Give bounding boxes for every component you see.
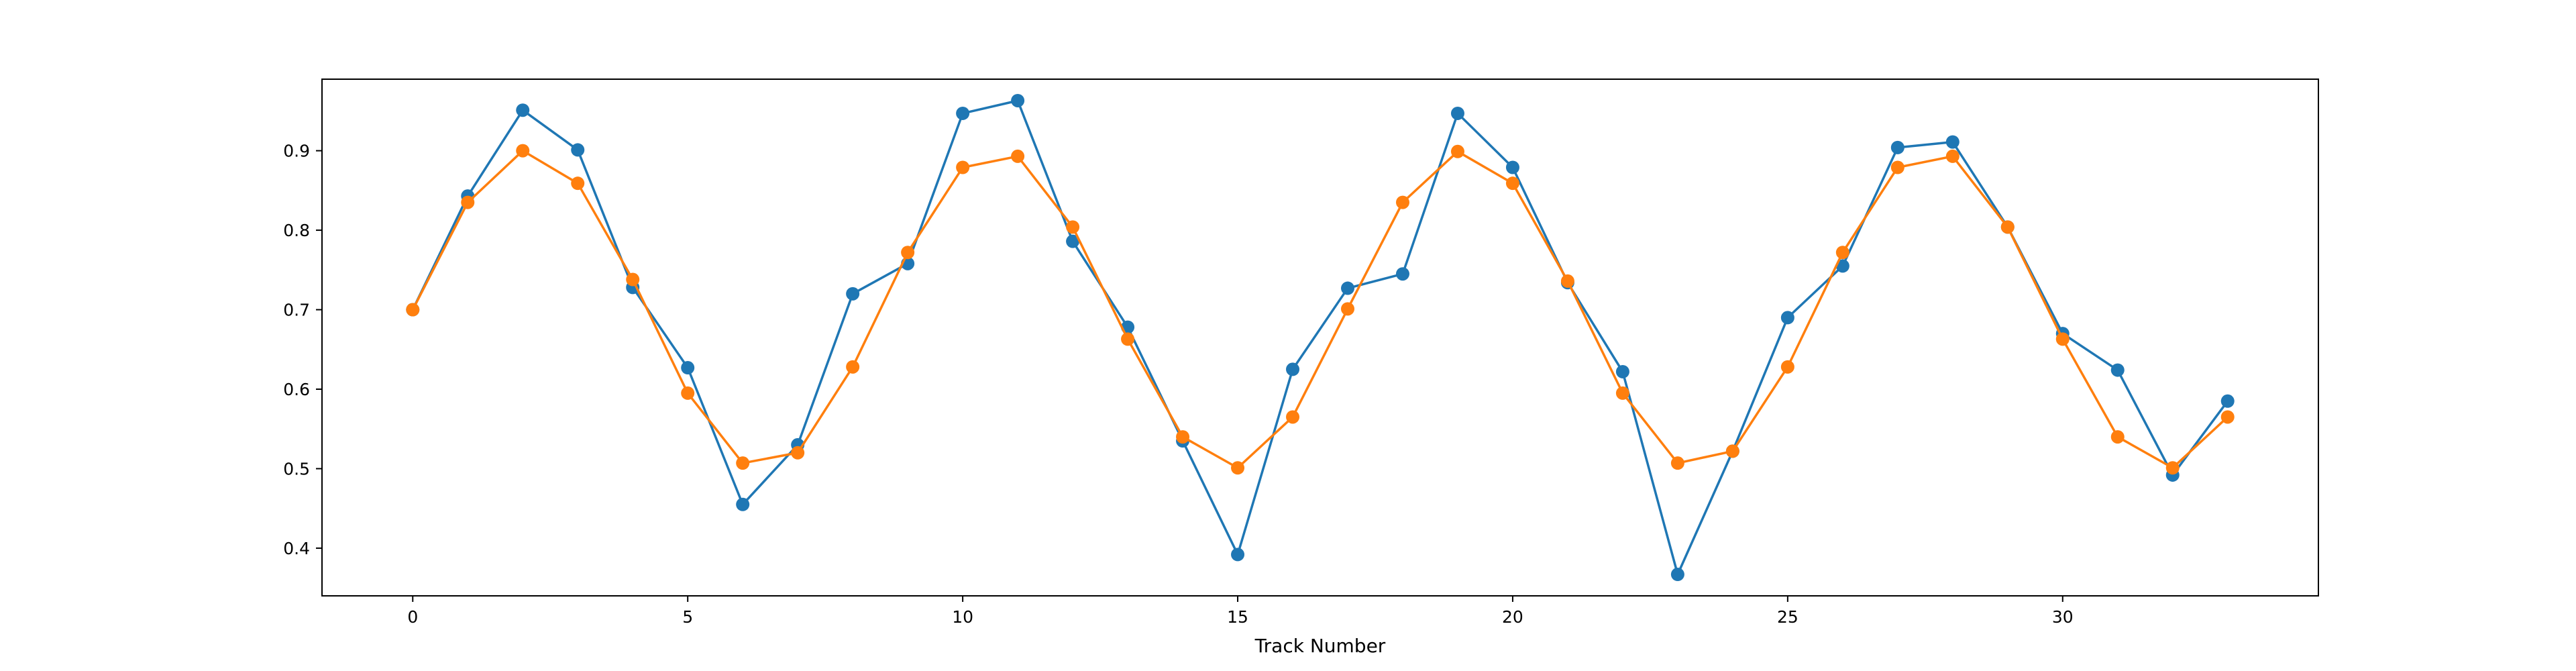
x-tick-label: 0 xyxy=(407,607,418,627)
y-tick-label: 0.8 xyxy=(283,221,310,240)
data-point xyxy=(1450,106,1464,120)
data-point xyxy=(1231,461,1245,475)
data-point xyxy=(956,160,970,174)
y-tick-label: 0.9 xyxy=(283,142,310,161)
y-tick-label: 0.7 xyxy=(283,301,310,320)
data-point xyxy=(1340,281,1354,295)
data-point xyxy=(1395,195,1409,209)
axes-frame xyxy=(321,79,2319,597)
data-point xyxy=(1011,93,1025,107)
x-tick-label: 10 xyxy=(952,607,973,627)
data-point xyxy=(1890,140,1904,154)
data-point xyxy=(1780,311,1794,325)
x-tick-label: 5 xyxy=(682,607,693,627)
data-point xyxy=(1121,332,1135,346)
data-point xyxy=(571,143,585,157)
data-point xyxy=(1395,267,1409,281)
y-axis: 0.4 0.5 0.6 0.7 0.8 0.9 xyxy=(283,142,322,558)
data-point xyxy=(681,386,695,400)
data-point xyxy=(1945,135,1960,149)
data-point xyxy=(1780,360,1794,374)
data-point xyxy=(406,303,420,317)
data-point xyxy=(736,456,750,470)
data-point xyxy=(1560,274,1574,288)
data-point xyxy=(1670,568,1684,582)
data-point xyxy=(516,144,530,158)
data-point xyxy=(1670,456,1684,470)
data-point xyxy=(1835,259,1849,273)
x-tick-label: 25 xyxy=(1777,607,1799,627)
data-point xyxy=(461,195,475,209)
data-point xyxy=(571,176,585,191)
data-point xyxy=(791,446,805,460)
data-point xyxy=(1286,362,1300,376)
series-line xyxy=(411,149,2229,470)
y-tick-label: 0.6 xyxy=(283,380,310,399)
plot-area xyxy=(322,79,2318,596)
data-point xyxy=(1340,302,1354,316)
data-point xyxy=(626,272,640,287)
data-point xyxy=(1945,149,1960,163)
y-tick-label: 0.4 xyxy=(283,539,310,558)
x-tick-label: 20 xyxy=(1502,607,1523,627)
data-point xyxy=(901,246,915,260)
data-point xyxy=(681,361,695,375)
data-point xyxy=(1505,176,1519,191)
data-point xyxy=(2110,363,2125,377)
data-point xyxy=(1176,430,1190,444)
data-point xyxy=(2220,394,2235,408)
data-point xyxy=(2055,332,2070,346)
data-point xyxy=(1890,160,1904,174)
data-point xyxy=(1505,160,1519,174)
x-tick-label: 30 xyxy=(2052,607,2074,627)
data-point xyxy=(516,103,530,117)
data-point xyxy=(1615,364,1629,378)
x-axis: 0 5 10 15 20 25 30 xyxy=(407,596,2074,627)
series-2 xyxy=(406,144,2235,475)
data-point xyxy=(2165,461,2180,475)
data-point xyxy=(2110,430,2125,444)
data-point xyxy=(846,360,860,374)
data-point xyxy=(1066,220,1080,234)
data-point xyxy=(1011,149,1025,163)
y-tick-label: 0.5 xyxy=(283,459,310,478)
data-point xyxy=(2220,410,2235,424)
series-line xyxy=(411,99,2229,576)
data-point xyxy=(1835,246,1849,260)
x-tick-label: 15 xyxy=(1227,607,1248,627)
x-axis-title: Track Number xyxy=(1254,635,1386,657)
data-point xyxy=(1231,548,1245,562)
data-point xyxy=(736,497,750,511)
data-point xyxy=(1286,410,1300,424)
data-point xyxy=(1725,444,1739,458)
data-point xyxy=(846,287,860,301)
data-point xyxy=(1615,386,1629,400)
data-point xyxy=(956,106,970,120)
data-point xyxy=(1066,234,1080,248)
data-point xyxy=(1450,144,1464,158)
series-layer xyxy=(406,93,2235,582)
data-point xyxy=(2000,220,2015,234)
